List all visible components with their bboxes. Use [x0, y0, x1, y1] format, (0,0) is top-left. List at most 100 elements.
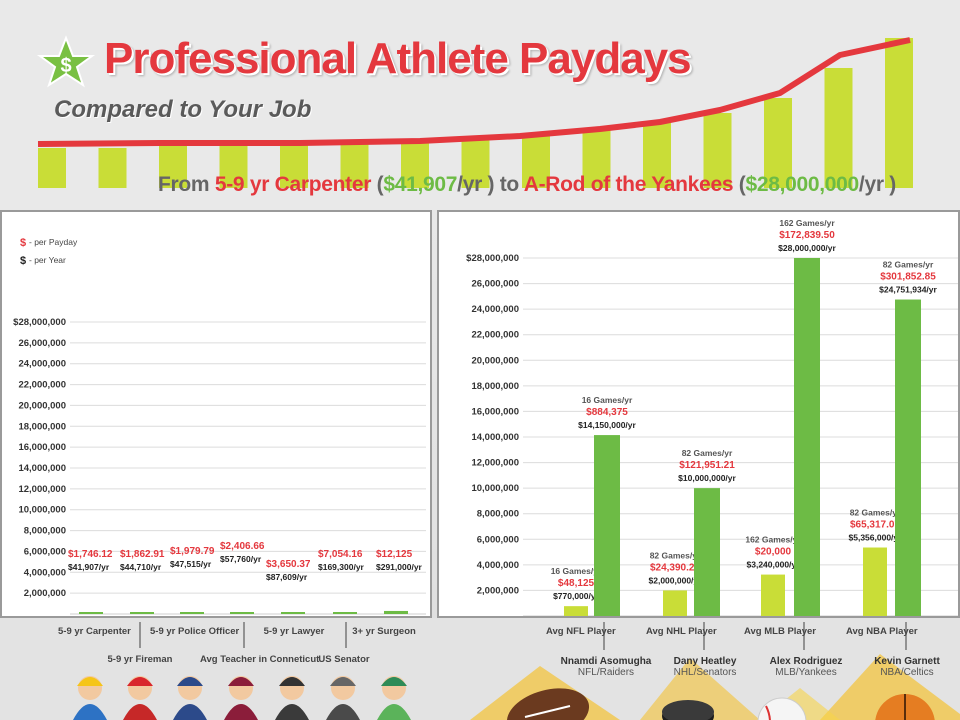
bar-avg-player — [663, 590, 687, 616]
job-label-carpenter: 5-9 yr Carpenter — [58, 626, 131, 637]
bar-job — [333, 612, 357, 614]
payday-label: $12,125 — [376, 549, 413, 560]
star-team: NHL/Senators — [673, 667, 737, 678]
jobs-y-axis: $28,000,000 26,000,000 24,000,000 22,000,00… — [13, 317, 426, 615]
header-graphic: $ — [36, 35, 913, 188]
payday-label: $1,862.91 — [120, 549, 165, 560]
bottom-graphic — [73, 622, 960, 720]
avg-name-text: Avg NFL Player — [546, 626, 616, 637]
y-tick-label: 6,000,000 — [24, 546, 66, 557]
firefighter-icon — [123, 676, 157, 720]
header-trend-line — [37, 37, 911, 147]
job-label-senator: US Senator — [306, 654, 382, 665]
y-tick-label: 10,000,000 — [471, 483, 519, 494]
star-player-labels: 82 Games/yr $301,852.85 $24,751,934/yr — [879, 260, 937, 295]
surgeon-icon — [377, 676, 411, 720]
bottom-labels: 5-9 yr Carpenter 5-9 yr Police Officer 5… — [0, 618, 960, 720]
star-player-labels: 16 Games/yr $884,375 $14,150,000/yr — [578, 395, 636, 430]
header: $ Professional Athlete Paydays Compared … — [0, 0, 960, 210]
star-team: MLB/Yankees — [775, 667, 837, 678]
y-tick-label: 22,000,000 — [18, 380, 66, 391]
payday-label: $3,650.37 — [266, 559, 311, 570]
y-tick-label: 6,000,000 — [477, 534, 519, 545]
athletes-chart: $28,000,000 26,000,000 24,000,000 22,000,00… — [466, 218, 958, 616]
y-tick-label: 10,000,000 — [18, 505, 66, 516]
payday-label: $121,951.21 — [679, 460, 735, 471]
y-tick-label: 14,000,000 — [471, 432, 519, 443]
games-label: 162 Games/yr — [779, 218, 835, 228]
y-tick-label: 20,000,000 — [18, 400, 66, 411]
page-subtitle: Compared to Your Job — [54, 96, 312, 123]
header-bar — [38, 148, 66, 188]
football-icon — [506, 688, 590, 720]
avg-player-labels: 162 Games/yr $20,000 $3,240,000/yr — [745, 535, 801, 570]
avg-player-labels: 16 Games/yr $48,125 $770,000/yr — [551, 566, 602, 601]
star-nba-label: Kevin Garnett NBA/Celtics — [862, 656, 952, 678]
year-label: $24,751,934/yr — [879, 285, 937, 295]
y-tick-label: 14,000,000 — [18, 463, 66, 474]
bar-job — [384, 610, 408, 614]
games-label: 162 Games/yr — [745, 535, 801, 545]
header-bar — [461, 140, 490, 188]
y-tick-label: 26,000,000 — [18, 338, 66, 349]
teacher-icon — [224, 676, 258, 720]
label-connector-lines — [139, 622, 907, 650]
star-nhl-label: Dany Heatley NHL/Senators — [660, 656, 750, 678]
payday-label: $2,406.66 — [220, 541, 265, 552]
bar-star-player — [895, 299, 921, 616]
payday-label: $1,746.12 — [68, 549, 113, 560]
job-label-lawyer: 5-9 yr Lawyer — [262, 626, 326, 637]
job-label-text: 5-9 yr Police Officer — [150, 626, 240, 637]
bar-avg-player — [863, 547, 887, 616]
header-bar — [159, 143, 187, 188]
comparison-line: From 5-9 yr Carpenter ($41,907/yr ) to A… — [158, 173, 896, 197]
dollar-star-icon: $ — [36, 35, 96, 88]
jobs-bars: $1,746.12 $41,907/yr $1,862.91 $44,710/yr $1… — [68, 541, 423, 614]
year-label: $14,150,000/yr — [578, 420, 636, 430]
year-label: $41,907/yr — [68, 562, 110, 572]
star-name: Dany Heatley — [673, 656, 737, 667]
y-tick-label: 4,000,000 — [24, 567, 66, 578]
payday-label: $7,054.16 — [318, 549, 363, 560]
header-bar — [764, 98, 792, 188]
header-bar — [824, 68, 853, 188]
job-label-text: US Senator — [318, 654, 370, 665]
compare-athlete: A-Rod of the Yankees — [523, 173, 734, 196]
athletes-panel: $28,000,000 26,000,000 24,000,000 22,000,00… — [437, 210, 960, 618]
header-bar — [703, 113, 732, 188]
star-nfl-label: Nnamdi Asomugha NFL/Raiders — [556, 656, 656, 678]
header-bar — [340, 143, 369, 188]
games-label: 82 Games/yr — [682, 448, 733, 458]
payday-label: $301,852.85 — [880, 272, 936, 283]
payday-label: $48,125 — [558, 578, 595, 589]
y-tick-label: 16,000,000 — [471, 406, 519, 417]
bar-job — [79, 612, 103, 614]
job-label-fireman: 5-9 yr Fireman — [98, 654, 182, 665]
star-team: NFL/Raiders — [577, 667, 635, 678]
police-officer-icon — [173, 676, 207, 720]
y-tick-label: 20,000,000 — [471, 355, 519, 366]
avg-name-text: Avg NBA Player — [846, 626, 918, 637]
job-label-text: 5-9 yr Lawyer — [263, 626, 325, 637]
basketball-icon — [875, 694, 935, 720]
header-bar — [280, 143, 308, 188]
jobs-chart: $ - per Payday $ - per Year $28,000,000 2… — [13, 237, 426, 615]
header-decorative-bars — [38, 38, 913, 188]
y-tick-label: 4,000,000 — [477, 560, 519, 571]
bar-job — [130, 612, 154, 614]
header-bar — [219, 143, 248, 188]
legend: $ - per Payday $ - per Year — [20, 237, 78, 267]
compare-open-2: ( — [733, 173, 746, 196]
compare-from: From — [158, 173, 215, 196]
year-label: $47,515/yr — [170, 559, 212, 569]
payday-label: $1,979.79 — [170, 546, 215, 557]
svg-text:$: $ — [60, 55, 71, 77]
job-label-text: 5-9 yr Fireman — [107, 654, 173, 665]
compare-job: 5-9 yr Carpenter — [214, 173, 372, 196]
bar-job — [230, 612, 254, 614]
year-label: $28,000,000/yr — [778, 243, 836, 253]
job-label-surgeon: 3+ yr Surgeon — [352, 626, 416, 637]
year-label: $87,609/yr — [266, 572, 308, 582]
legend-year-text: - per Year — [29, 255, 66, 265]
page-title: Professional Athlete Paydays — [104, 34, 692, 83]
